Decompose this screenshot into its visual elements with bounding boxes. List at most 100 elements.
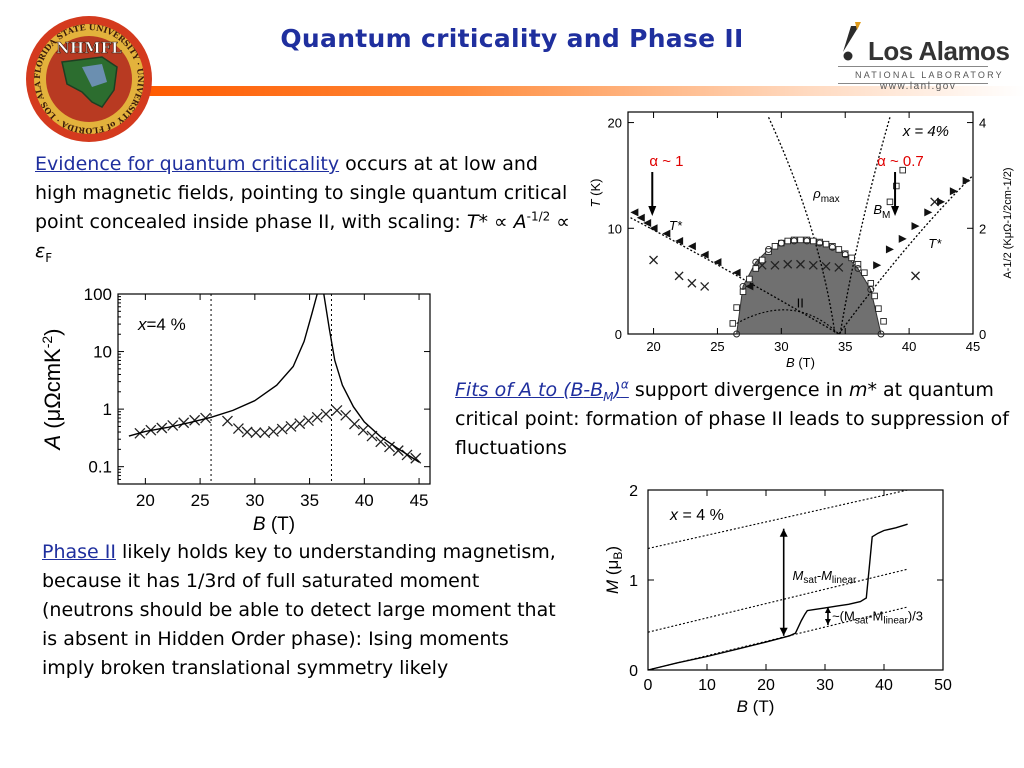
arrowhead-third-up — [824, 607, 831, 613]
data-square — [880, 318, 887, 325]
p2-mstar: m* — [848, 379, 877, 401]
y-axis-label: A (μΩcmK-2) — [39, 328, 65, 451]
data-triangle-right — [937, 197, 946, 206]
data-cross — [757, 260, 767, 270]
arrowhead-alpha-2 — [891, 206, 900, 216]
data-circle — [733, 330, 741, 338]
x-axis-label: B (T) — [253, 514, 295, 535]
data-cross — [259, 427, 271, 439]
data-square — [848, 254, 855, 262]
data-cross — [821, 261, 831, 271]
data-cross — [687, 278, 697, 288]
y-tick-label-left: 20 — [608, 116, 622, 131]
x-tick-label: 20 — [757, 677, 775, 694]
data-triangle-right — [873, 261, 882, 270]
magnetization-plot: 0 10 20 30 40 50 0 1 2 Msat-Mlinear ~(Msat-Mlinear… — [603, 483, 952, 716]
annotation-alpha-2: α ~ 0.7 — [877, 153, 924, 170]
data-circle — [765, 245, 773, 253]
data-square — [771, 243, 779, 250]
annotation-x: x = 4% — [902, 123, 949, 140]
data-cross — [189, 414, 201, 426]
paragraph-phase2: Phase II likely holds key to understandi… — [42, 538, 567, 683]
data-cross — [250, 427, 262, 439]
annotation-x: x = 4 % — [669, 507, 724, 524]
x-tick-label: 25 — [710, 339, 724, 354]
link-fits[interactable]: Fits of A to (B-BM)α — [455, 377, 629, 404]
x-tick-label: 30 — [816, 677, 834, 694]
data-circle — [841, 251, 849, 259]
x-tick-label: 50 — [934, 677, 952, 694]
data-square — [797, 236, 804, 244]
data-circle — [816, 239, 824, 247]
data-cross — [808, 260, 818, 270]
y-axis-label-left: T (K) — [588, 179, 603, 208]
y-tick-label: 2 — [629, 483, 638, 500]
x-tick-label: 40 — [902, 339, 916, 354]
data-triangle-left — [636, 213, 645, 222]
data-triangle-left — [662, 229, 671, 238]
data-cross — [649, 255, 659, 265]
logo-nhmfl-text: NHMFL — [56, 39, 122, 57]
data-triangle-right — [911, 222, 920, 231]
y-tick-label: 0.1 — [88, 458, 112, 477]
arrowhead-alpha-1 — [648, 206, 657, 216]
lanl-name: Los Alamos — [868, 36, 1010, 66]
link-phase2[interactable]: Phase II — [42, 541, 116, 563]
x-tick-label: 0 — [644, 677, 653, 694]
p1-exp: -1/2 — [526, 209, 551, 224]
data-triangle-left — [643, 219, 652, 227]
x-tick-label: 30 — [245, 491, 264, 510]
data-cross — [232, 423, 244, 434]
lanl-subtitle: NATIONAL LABORATORY — [855, 70, 1004, 80]
data-cross — [167, 420, 179, 431]
data-square — [886, 198, 894, 206]
title-underline-bar — [145, 86, 1024, 96]
data-cross — [222, 415, 233, 427]
x-axis-label: B (T) — [737, 697, 775, 716]
y-tick-label-left: 0 — [615, 327, 622, 342]
data-square — [784, 237, 791, 245]
data-circle — [867, 286, 875, 294]
x-tick-label: 20 — [646, 339, 660, 354]
link-evidence[interactable]: Evidence for quantum criticality — [35, 153, 340, 175]
x-tick-label: 45 — [966, 339, 980, 354]
data-triangle-left — [630, 208, 639, 217]
lanl-rule — [838, 66, 988, 67]
data-square — [810, 237, 817, 245]
data-cross — [911, 271, 920, 281]
annotation-phase-ii: II — [797, 296, 804, 311]
data-triangle-right — [962, 176, 971, 185]
y-tick-label: 0 — [629, 663, 638, 680]
y-axis-label: M (μB) — [603, 546, 625, 594]
x-tick-label: 40 — [355, 491, 374, 510]
data-square — [854, 260, 862, 268]
annotation-alpha-1: α ~ 1 — [649, 153, 683, 170]
data-cross — [331, 404, 343, 416]
data-square — [758, 256, 766, 264]
arrowhead-msat-up — [779, 528, 788, 537]
plot-frame — [117, 293, 431, 485]
data-cross — [285, 420, 297, 432]
data-square — [867, 280, 875, 287]
data-triangle-left — [649, 224, 658, 233]
data-triangle-right — [898, 234, 907, 243]
p1-prop: ∝ — [487, 211, 514, 233]
data-cross — [294, 418, 306, 430]
fit-curve — [128, 293, 318, 437]
slide-title: Quantum criticality and Phase II — [280, 24, 744, 53]
magnetization-curve — [647, 523, 908, 671]
data-triangle-left — [675, 236, 684, 245]
data-cross — [700, 281, 710, 291]
data-cross — [320, 408, 332, 420]
data-square — [765, 248, 772, 255]
data-triangle-left — [687, 242, 696, 251]
data-cross — [311, 411, 323, 423]
data-triangle-right — [885, 245, 894, 254]
data-triangle-left — [713, 258, 722, 267]
dotted-linear-guide — [647, 489, 908, 550]
data-triangle-left — [732, 268, 741, 277]
data-cross — [392, 445, 404, 457]
y-tick-label: 10 — [93, 343, 112, 362]
data-cross — [303, 415, 314, 427]
